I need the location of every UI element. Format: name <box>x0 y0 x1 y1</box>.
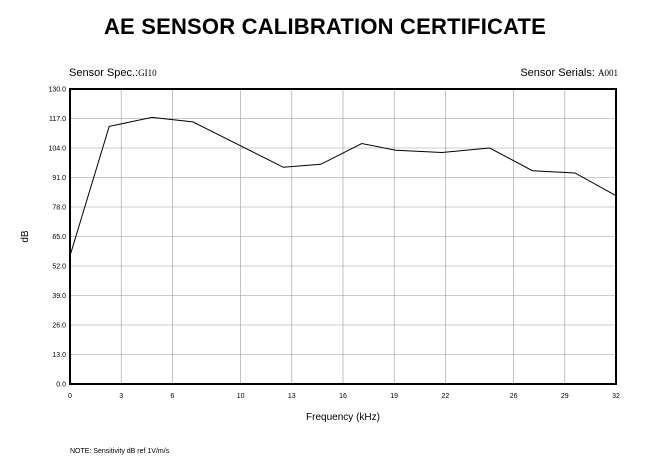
x-tick-label: 32 <box>612 393 620 400</box>
sensor-serials-label: Sensor Serials: <box>520 67 595 79</box>
sensor-spec-value: GI10 <box>138 68 157 78</box>
x-tick-label: 13 <box>288 393 296 400</box>
sensitivity-note: NOTE: Sensitivity dB ref 1V/m/s <box>70 448 170 455</box>
x-tick-label: 19 <box>390 393 398 400</box>
x-tick-label: 6 <box>170 393 174 400</box>
plot-frame <box>69 88 617 385</box>
y-tick-label: 130.0 <box>48 87 66 94</box>
series-line <box>69 116 617 256</box>
y-axis-label: dB <box>20 230 31 243</box>
x-tick-label: 10 <box>237 393 245 400</box>
y-tick-label: 104.0 <box>48 146 66 153</box>
y-tick-label: 65.0 <box>52 234 66 241</box>
y-tick-label: 39.0 <box>52 293 66 300</box>
y-tick-label: 52.0 <box>52 264 66 271</box>
x-axis-label: Frequency (kHz) <box>306 412 380 423</box>
x-tick-label: 22 <box>441 393 449 400</box>
sensor-spec: Sensor Spec.:GI10 <box>69 67 157 79</box>
sensor-serials: Sensor Serials: A001 <box>520 67 618 79</box>
grid-layer <box>69 88 617 385</box>
y-tick-label: 26.0 <box>52 323 66 330</box>
y-tick-label: 117.0 <box>49 116 66 123</box>
y-tick-label: 0.0 <box>56 382 66 389</box>
y-tick-label: 78.0 <box>52 205 66 212</box>
y-tick-label: 91.0 <box>52 175 66 182</box>
sensor-spec-label: Sensor Spec.: <box>69 67 139 79</box>
x-tick-label: 26 <box>510 393 518 400</box>
x-tick-label: 16 <box>339 393 347 400</box>
x-tick-labels: 0 3 6 10 13 16 19 22 26 29 32 <box>68 393 620 400</box>
x-tick-label: 0 <box>68 393 72 400</box>
y-tick-labels: 130.0 117.0 104.0 91.0 78.0 65.0 52.0 39.0 26.0 1… <box>48 87 66 389</box>
y-tick-label: 13.0 <box>52 352 66 359</box>
page-title: AE SENSOR CALIBRATION CERTIFICATE <box>103 14 547 39</box>
x-tick-label: 29 <box>561 393 569 400</box>
x-tick-label: 3 <box>119 393 123 400</box>
sensor-serials-value: A001 <box>598 68 618 78</box>
